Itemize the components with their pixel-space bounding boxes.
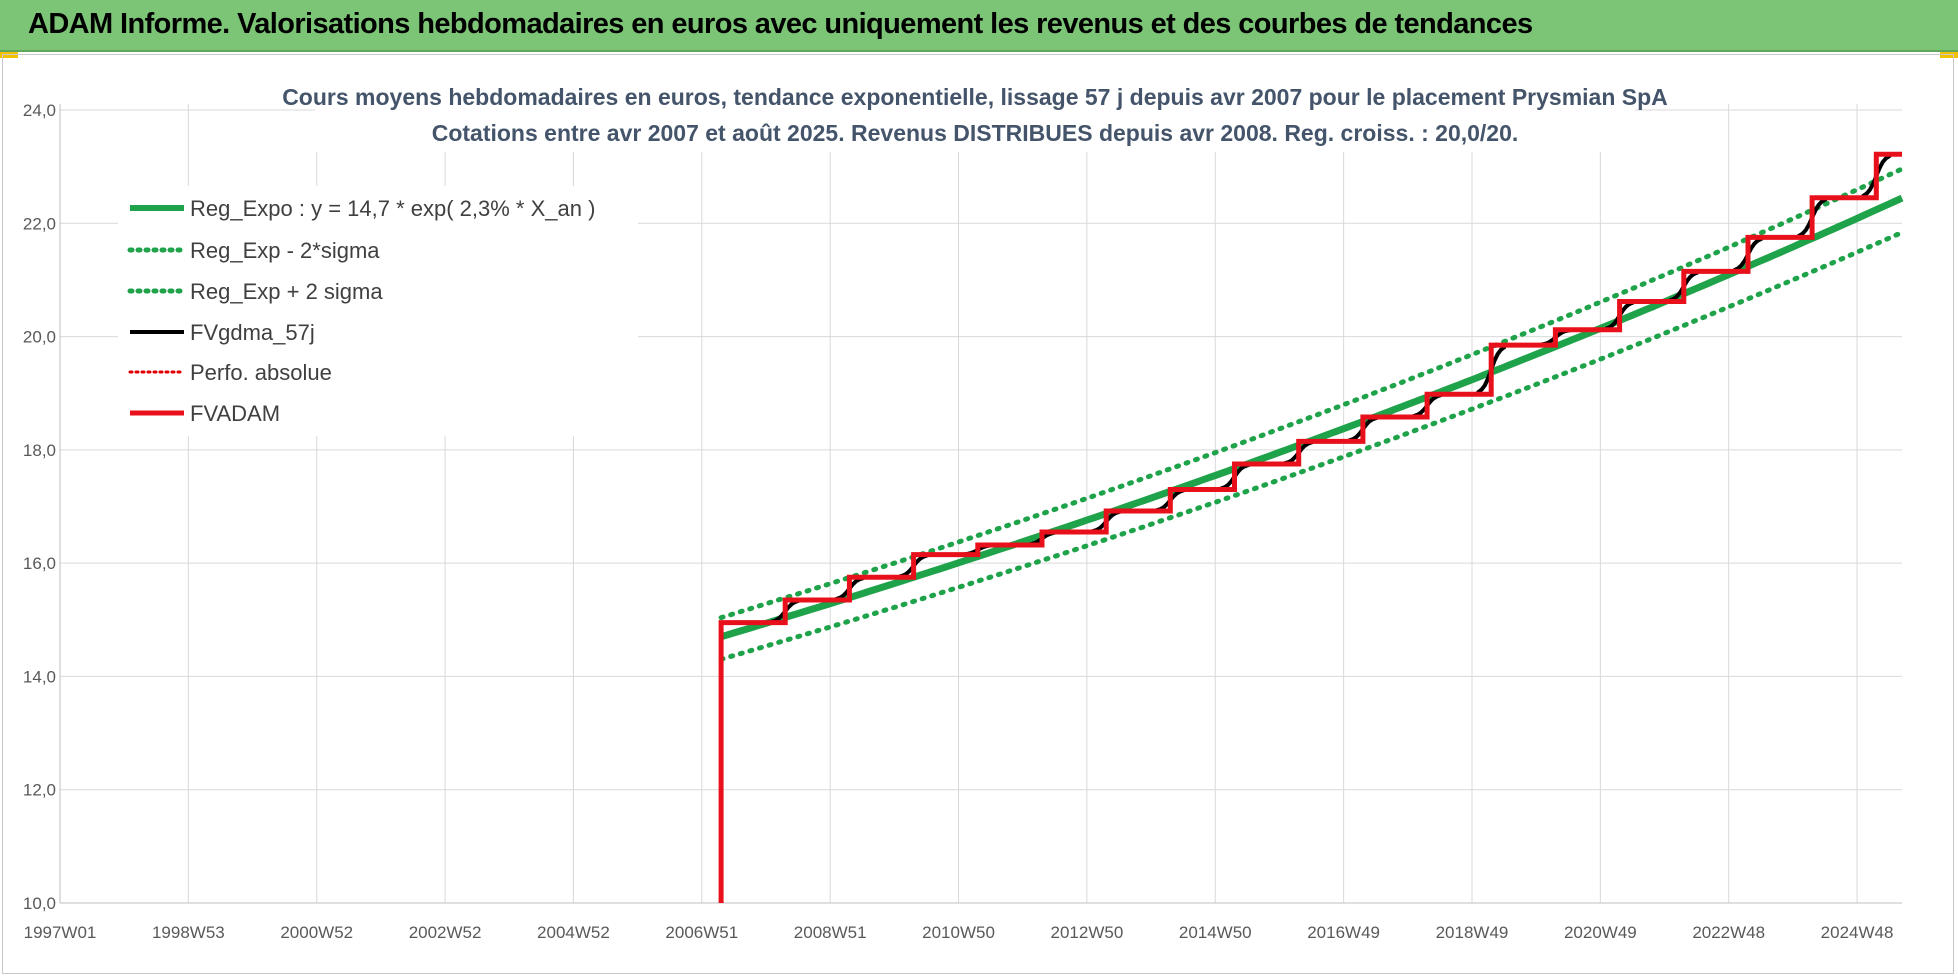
- legend-label-reg-plus: Reg_Exp + 2 sigma: [190, 279, 383, 304]
- corner-marker-right: [1940, 52, 1958, 58]
- chart-plot-area: [718, 151, 1905, 903]
- chart-frame: [2, 54, 1954, 974]
- legend-label-reg-minus: Reg_Exp - 2*sigma: [190, 238, 380, 263]
- legend-label-fvgdma: FVgdma_57j: [190, 320, 315, 345]
- x-tick-label: 2022W48: [1692, 923, 1765, 942]
- x-tick-label: 2014W50: [1179, 923, 1252, 942]
- chart-legend: Reg_Expo : y = 14,7 * exp( 2,3% * X_an )…: [118, 186, 638, 436]
- series-fvadam: [718, 151, 1902, 903]
- y-tick-label: 22,0: [23, 214, 56, 233]
- x-tick-label: 2004W52: [537, 923, 610, 942]
- series-reg-exp-minus-2sigma: [718, 229, 1905, 662]
- x-tick-label: 1998W53: [152, 923, 225, 942]
- x-tick-label: 2002W52: [409, 923, 482, 942]
- legend-label-fvadam: FVADAM: [190, 401, 280, 426]
- x-tick-label: 2000W52: [280, 923, 353, 942]
- title-background: [315, 78, 1635, 152]
- x-tick-label: 1997W01: [24, 923, 97, 942]
- y-tick-label: 18,0: [23, 441, 56, 460]
- report-banner: ADAM Informe. Valorisations hebdomadaire…: [0, 0, 1958, 52]
- x-tick-label: 2016W49: [1307, 923, 1380, 942]
- x-tick-label: 2006W51: [665, 923, 738, 942]
- x-tick-label: 2012W50: [1051, 923, 1124, 942]
- legend-label-perfo: Perfo. absolue: [190, 360, 332, 385]
- report-title: ADAM Informe. Valorisations hebdomadaire…: [28, 8, 1533, 40]
- series-reg-exp-plus-2sigma: [718, 166, 1905, 621]
- x-tick-label: 2018W49: [1436, 923, 1509, 942]
- x-tick-label: 2020W49: [1564, 923, 1637, 942]
- corner-marker-left: [0, 52, 18, 58]
- legend-label-reg-expo: Reg_Expo : y = 14,7 * exp( 2,3% * X_an ): [190, 196, 595, 221]
- x-tick-label: 2008W51: [794, 923, 867, 942]
- series-fvgdma-57j: [733, 154, 1892, 625]
- chart-title-line1: Cours moyens hebdomadaires en euros, ten…: [282, 84, 1668, 110]
- y-tick-label: 24,0: [23, 101, 56, 120]
- y-tick-label: 20,0: [23, 328, 56, 347]
- chart-title-block: Cours moyens hebdomadaires en euros, ten…: [282, 78, 1668, 152]
- chart-title-line2: Cotations entre avr 2007 et août 2025. R…: [432, 120, 1519, 146]
- x-tick-label: 2010W50: [922, 923, 995, 942]
- chart-axes: 10,0 12,0 14,0 16,0 18,0 20,0 22,0 24,0 1997W01 1…: [23, 101, 1902, 942]
- y-tick-label: 10,0: [23, 894, 56, 913]
- y-tick-label: 12,0: [23, 781, 56, 800]
- y-tick-label: 14,0: [23, 667, 56, 686]
- x-tick-label: 2024W48: [1821, 923, 1894, 942]
- legend-background: [118, 186, 638, 436]
- y-tick-label: 16,0: [23, 554, 56, 573]
